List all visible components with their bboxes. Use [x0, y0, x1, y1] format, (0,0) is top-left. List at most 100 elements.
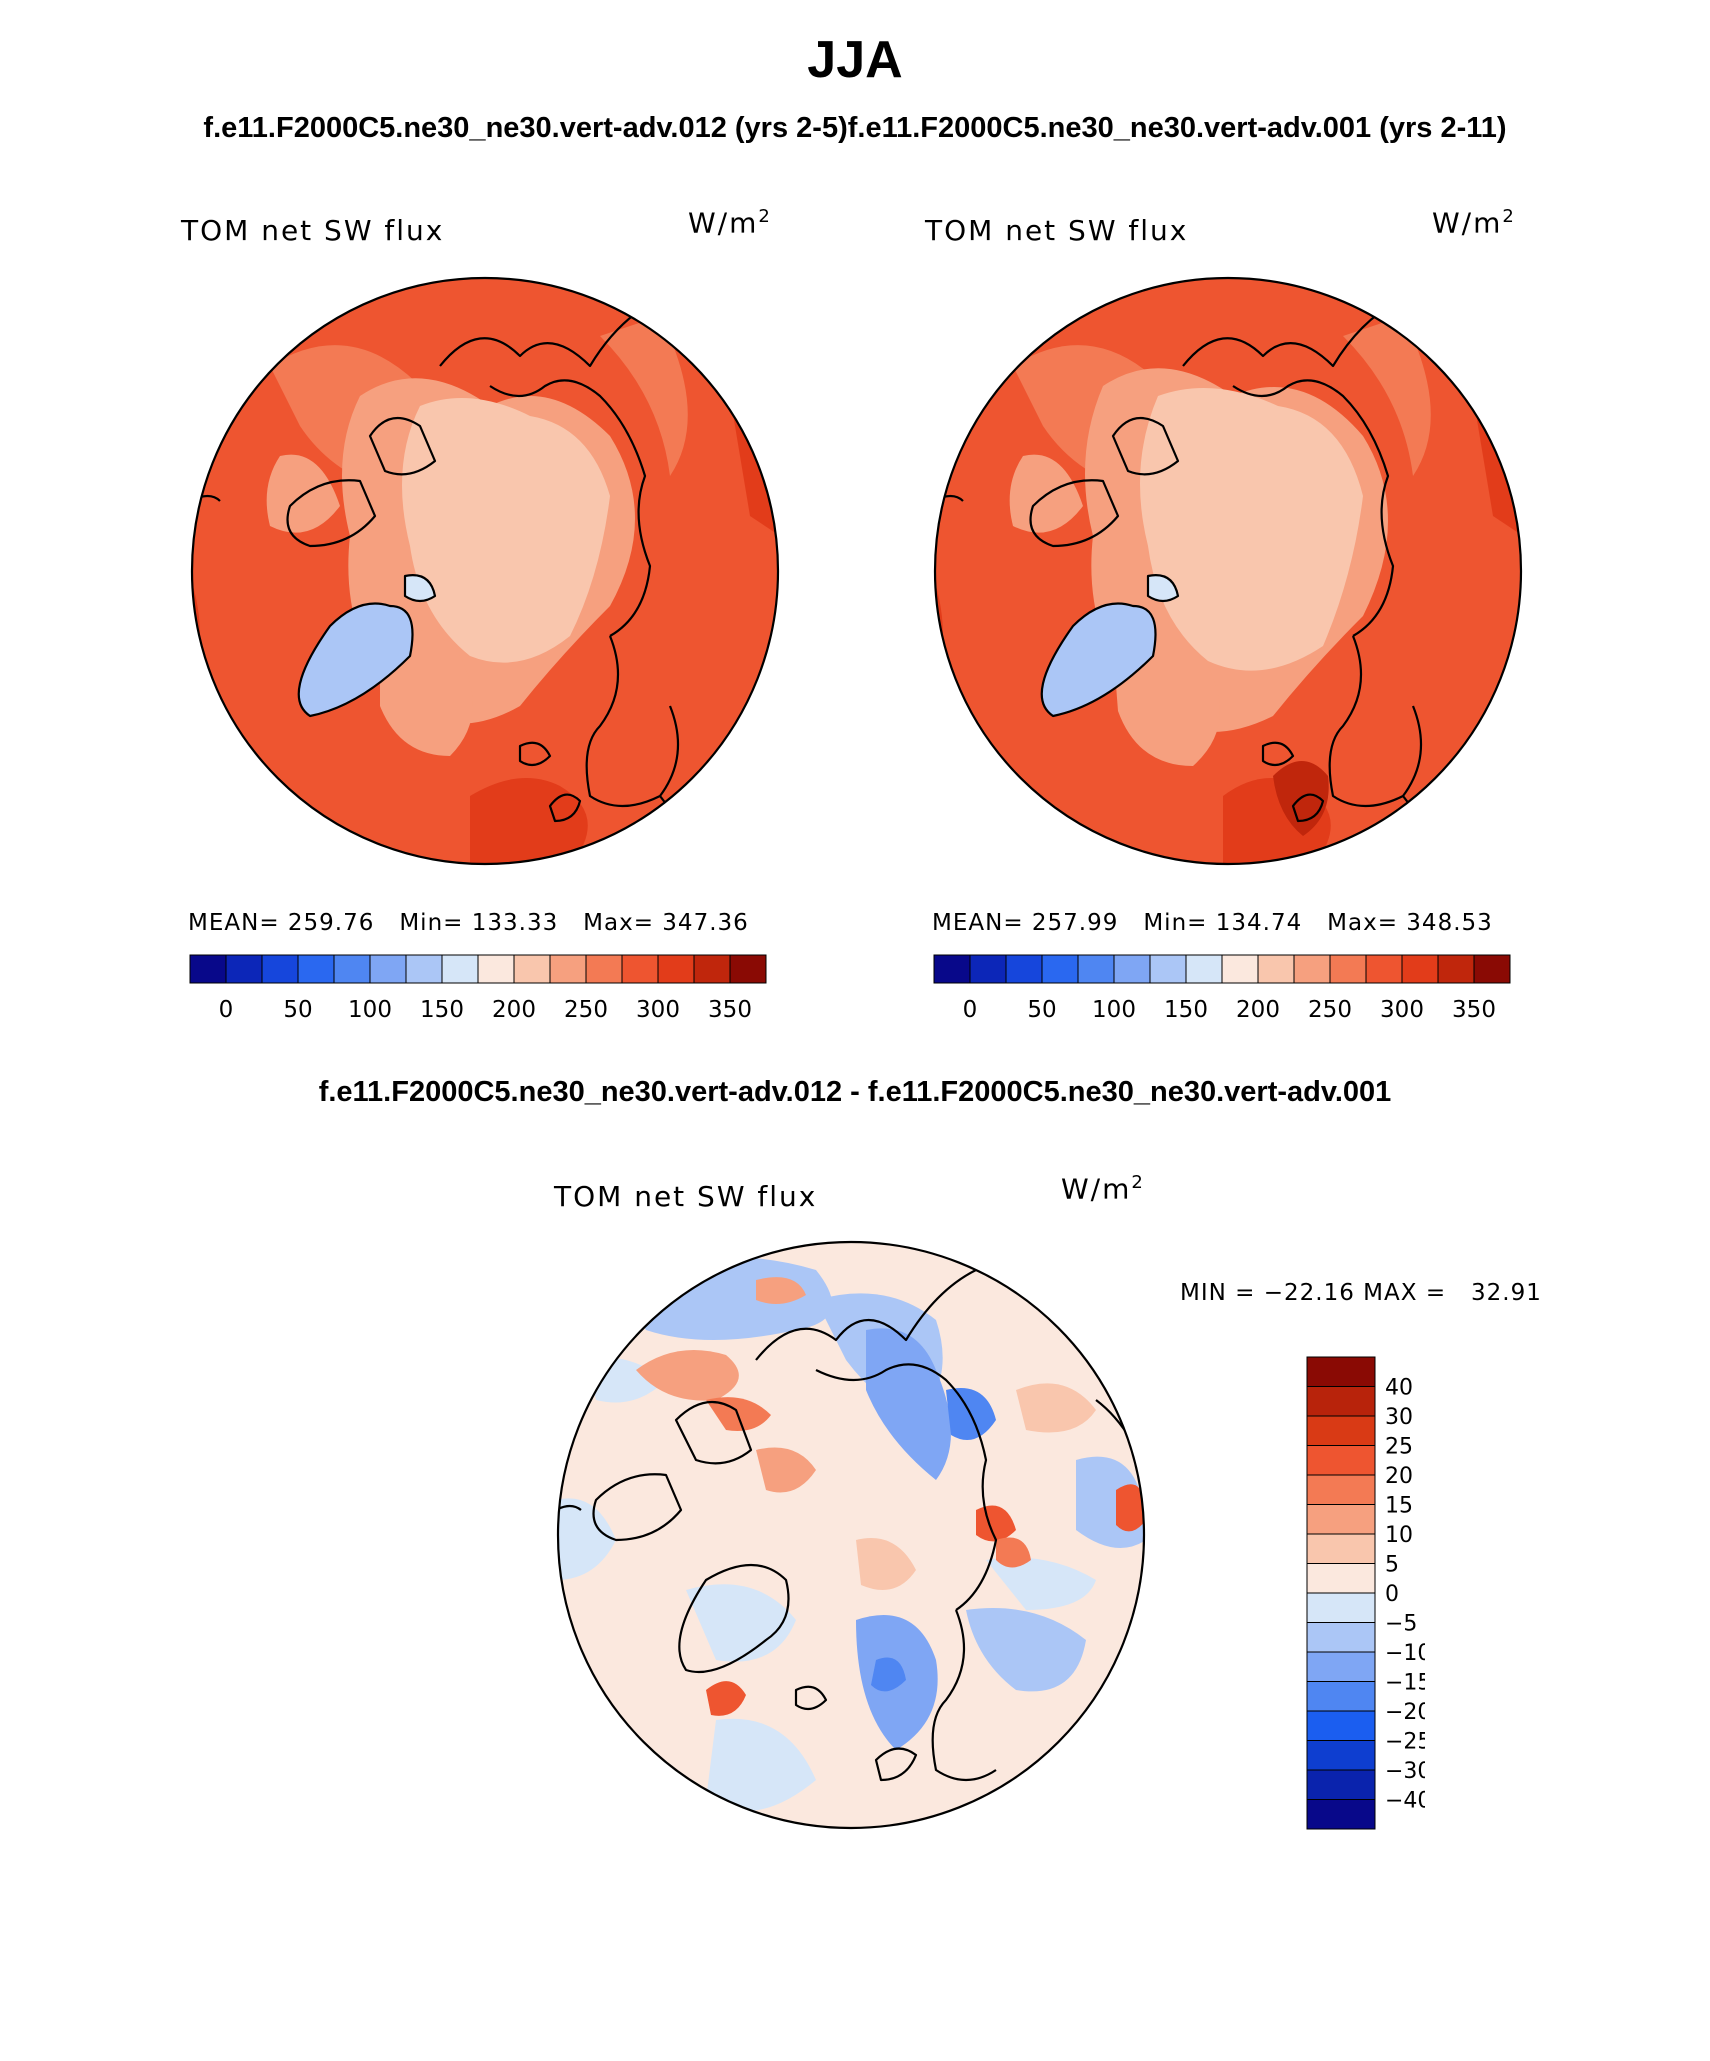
panel-2-colorbar-tick-1: 50 [1027, 997, 1056, 1023]
panel-1-colorbar-box-9 [513, 954, 551, 984]
panel-2-colorbar-tick-0: 0 [963, 997, 978, 1023]
panel-2-colorbar-tick-4: 200 [1236, 997, 1280, 1023]
diff-colorbar-label-2: 25 [1385, 1435, 1413, 1460]
panel-1-colorbar-box-12 [621, 954, 659, 984]
panel-1-colorbar-box-5 [369, 954, 407, 984]
panel-1-map [190, 276, 780, 866]
panel-2-colorbar-tick-2: 100 [1092, 997, 1136, 1023]
panel-2-colorbar-box-5 [1113, 954, 1151, 984]
panel-2-min: 134.74 [1215, 910, 1303, 936]
diff-colorbar-box-4 [1306, 1474, 1376, 1505]
diff-colorbar-box-5 [1306, 1504, 1376, 1535]
diff-panel-units: W/m2 [1061, 1172, 1145, 1206]
panel-1-max: 347.36 [662, 910, 749, 936]
panel-2-colorbar-tick-6: 300 [1380, 997, 1424, 1023]
panel-1-colorbar-box-6 [405, 954, 443, 984]
panel-1-stats: MEAN= 259.76 Min= 133.33 Max= 347.36 [188, 910, 749, 936]
panel-2-max: 348.53 [1406, 910, 1493, 936]
diff-colorbar-label-5: 10 [1385, 1523, 1413, 1548]
panel-1-colorbar: 0 50 100 150 200 250 300 350 [189, 954, 767, 1023]
diff-minmax: MIN = −22.16 MAX = 32.91 [1180, 1280, 1542, 1306]
diff-colorbar-label-8: −5 [1385, 1612, 1417, 1637]
panel-2-colorbar-tick-3: 150 [1164, 997, 1208, 1023]
panel-1-colorbar-tick-2: 100 [348, 997, 392, 1023]
panel-2-colorbar-box-13 [1401, 954, 1439, 984]
panel-2-colorbar-box-3 [1041, 954, 1079, 984]
panel-1-colorbar-box-8 [477, 954, 515, 984]
panel-1-units: W/m2 [688, 206, 772, 240]
diff-max: 32.91 [1471, 1280, 1542, 1306]
diff-colorbar-label-13: −30 [1385, 1759, 1425, 1784]
diff-colorbar-box-2 [1306, 1415, 1376, 1446]
panel-1-label: TOM net SW flux [181, 214, 445, 247]
panel-2-colorbar-box-7 [1185, 954, 1223, 984]
panel-1-colorbar-box-15 [729, 954, 767, 984]
panel-1-colorbar-box-1 [225, 954, 263, 984]
diff-colorbar-label-0: 40 [1385, 1376, 1413, 1401]
panel-2-colorbar-box-1 [969, 954, 1007, 984]
panel-1-colorbar-tick-5: 250 [564, 997, 608, 1023]
diff-colorbar-box-1 [1306, 1386, 1376, 1417]
diff-colorbar-label-3: 20 [1385, 1464, 1413, 1489]
panel-2-colorbar-box-9 [1257, 954, 1295, 984]
diff-colorbar-box-11 [1306, 1681, 1376, 1712]
panel-1-colorbar-box-2 [261, 954, 299, 984]
diff-title: f.e11.F2000C5.ne30_ne30.vert-adv.012 - f… [318, 1076, 1392, 1108]
panel-2-colorbar-box-12 [1365, 954, 1403, 984]
panel-2-colorbar-tick-7: 350 [1452, 997, 1496, 1023]
diff-colorbar-box-14 [1306, 1769, 1376, 1800]
diff-colorbar-label-4: 15 [1385, 1494, 1413, 1519]
case-titles: f.e11.F2000C5.ne30_ne30.vert-adv.012 (yr… [203, 112, 1507, 144]
panel-1-colorbar-tick-3: 150 [420, 997, 464, 1023]
diff-colorbar-box-13 [1306, 1740, 1376, 1771]
diff-colorbar-box-10 [1306, 1651, 1376, 1682]
diff-colorbar-box-9 [1306, 1622, 1376, 1653]
panel-2-colorbar: 0 50 100 150 200 250 300 350 [933, 954, 1511, 1023]
panel-2-colorbar-box-2 [1005, 954, 1043, 984]
panel-2-units: W/m2 [1432, 206, 1516, 240]
panel-2-mean: 257.99 [1031, 910, 1119, 936]
diff-map [556, 1240, 1146, 1830]
diff-colorbar-label-12: −25 [1385, 1730, 1425, 1755]
panel-1-colorbar-tick-6: 300 [636, 997, 680, 1023]
diff-colorbar-box-6 [1306, 1533, 1376, 1564]
panel-1-colorbar-box-0 [189, 954, 227, 984]
diff-colorbar-label-1: 30 [1385, 1405, 1413, 1430]
diff-colorbar-label-14: −40 [1385, 1789, 1425, 1814]
diff-colorbar-label-6: 5 [1385, 1553, 1399, 1578]
panel-2-colorbar-box-15 [1473, 954, 1511, 984]
diff-colorbar-box-7 [1306, 1563, 1376, 1594]
panel-2-colorbar-box-6 [1149, 954, 1187, 984]
panel-2-colorbar-box-4 [1077, 954, 1115, 984]
diff-colorbar-box-12 [1306, 1710, 1376, 1741]
panel-1-mean: 259.76 [287, 910, 375, 936]
panel-1-colorbar-tick-4: 200 [492, 997, 536, 1023]
panel-1-colorbar-box-7 [441, 954, 479, 984]
diff-colorbar-box-3 [1306, 1445, 1376, 1476]
diff-panel-label: TOM net SW flux [554, 1180, 818, 1213]
diff-colorbar: 40 30 25 20 15 10 5 0 −5 −10 −15 −20 −25 −30 −40 [1306, 1356, 1425, 1830]
diff-colorbar-box-8 [1306, 1592, 1376, 1623]
diff-colorbar-box-15 [1306, 1799, 1376, 1830]
panel-2-map [933, 276, 1523, 866]
panel-2-colorbar-box-0 [933, 954, 971, 984]
page-title: JJA [807, 31, 903, 89]
diff-colorbar-box-0 [1306, 1356, 1376, 1387]
panel-2-colorbar-box-11 [1329, 954, 1367, 984]
panel-1-colorbar-box-4 [333, 954, 371, 984]
panel-1-min: 133.33 [471, 910, 559, 936]
panel-2-colorbar-box-10 [1293, 954, 1331, 984]
panel-1-colorbar-box-10 [549, 954, 587, 984]
panel-1-colorbar-tick-7: 350 [708, 997, 752, 1023]
diff-colorbar-label-10: −15 [1385, 1671, 1425, 1696]
panel-2-colorbar-tick-5: 250 [1308, 997, 1352, 1023]
diff-min: −22.16 [1263, 1280, 1355, 1306]
panel-1-colorbar-box-13 [657, 954, 695, 984]
panel-2-label: TOM net SW flux [925, 214, 1189, 247]
diff-colorbar-label-7: 0 [1385, 1582, 1399, 1607]
panel-1-colorbar-box-14 [693, 954, 731, 984]
panel-1-colorbar-tick-0: 0 [219, 997, 234, 1023]
panel-2-colorbar-box-8 [1221, 954, 1259, 984]
panel-1-colorbar-box-3 [297, 954, 335, 984]
diff-colorbar-label-9: −10 [1385, 1641, 1425, 1666]
